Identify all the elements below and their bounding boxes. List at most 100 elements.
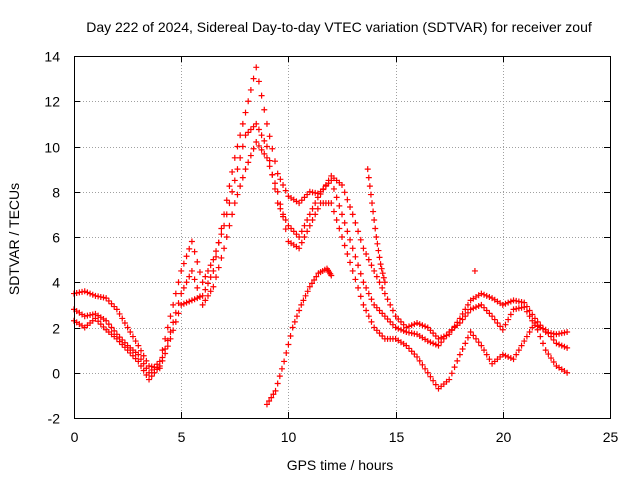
data-point: [239, 120, 246, 127]
data-point: [194, 258, 201, 265]
data-point: [183, 279, 190, 286]
data-point: [175, 279, 182, 286]
data-point: [188, 238, 195, 245]
data-point: [376, 330, 383, 337]
data-point: [274, 170, 281, 177]
data-point: [239, 143, 246, 150]
data-point: [255, 78, 262, 85]
data-point: [355, 262, 362, 269]
data-point: [135, 358, 142, 365]
data-point: [250, 123, 257, 130]
data-point: [296, 234, 303, 240]
data-point: [119, 315, 126, 322]
data-point: [138, 347, 144, 354]
data-point: [103, 295, 110, 302]
y-tick-label: 6: [52, 230, 60, 246]
data-point: [502, 321, 509, 328]
data-point: [108, 324, 115, 331]
data-point: [116, 310, 123, 317]
data-point: [336, 225, 343, 232]
data-point: [456, 319, 463, 326]
data-point: [276, 373, 283, 380]
data-point: [290, 228, 297, 235]
data-point: [430, 340, 437, 347]
data-point: [140, 367, 147, 374]
data-point: [296, 200, 303, 207]
data-point: [459, 316, 466, 323]
data-point: [301, 194, 308, 201]
data-point: [344, 228, 351, 235]
data-point: [424, 324, 431, 331]
data-point: [416, 357, 423, 364]
y-tick-label: 4: [52, 275, 60, 291]
data-point: [221, 245, 228, 252]
data-point: [263, 143, 270, 150]
data-point: [363, 250, 370, 257]
data-point: [223, 211, 230, 218]
data-point: [272, 387, 279, 394]
data-point: [322, 183, 329, 190]
data-point: [108, 300, 115, 307]
data-point: [357, 293, 364, 300]
data-point: [330, 185, 337, 192]
data-point: [494, 319, 501, 326]
data-point: [154, 366, 161, 373]
data-point: [186, 245, 193, 252]
data-point: [529, 324, 536, 331]
data-point: [481, 304, 488, 311]
data-point: [375, 247, 382, 254]
data-point: [282, 187, 289, 194]
data-point: [234, 166, 241, 173]
data-point: [419, 361, 426, 368]
y-tick-label: 14: [44, 49, 60, 65]
data-point: [456, 351, 463, 358]
data-point: [470, 305, 477, 312]
data-point: [242, 166, 249, 173]
data-point: [424, 369, 431, 376]
data-point: [505, 353, 512, 360]
data-point: [422, 365, 429, 372]
data-point: [564, 344, 571, 351]
data-point: [281, 358, 288, 365]
data-point: [266, 163, 273, 170]
data-point: [237, 154, 244, 161]
data-point: [432, 341, 439, 348]
data-point: [296, 245, 303, 252]
data-point: [282, 217, 289, 224]
data-point: [226, 183, 233, 190]
data-point: [226, 200, 233, 207]
data-point: [553, 340, 560, 347]
data-point: [207, 274, 214, 281]
data-point: [454, 357, 461, 364]
data-point: [363, 284, 370, 291]
data-point: [213, 248, 220, 255]
data-point: [213, 253, 220, 260]
data-point: [384, 316, 391, 323]
data-point: [263, 120, 270, 127]
data-point: [124, 324, 131, 331]
data-point: [435, 342, 442, 349]
data-point: [325, 180, 332, 187]
data-point: [507, 298, 514, 305]
data-point: [148, 366, 155, 373]
data-point: [312, 200, 319, 207]
data-point: [247, 126, 254, 133]
data-point: [381, 290, 388, 297]
x-tick-label: 10: [281, 429, 297, 445]
data-point: [105, 297, 112, 304]
data-point: [274, 188, 281, 195]
data-point: [191, 248, 198, 255]
data-point: [199, 301, 206, 308]
data-point: [213, 274, 220, 281]
x-tick-label: 0: [71, 429, 79, 445]
data-point: [282, 226, 289, 233]
data-point: [231, 177, 238, 184]
data-point: [196, 293, 203, 300]
data-point: [159, 347, 166, 354]
data-point: [266, 398, 273, 405]
data-point: [387, 301, 394, 308]
chart-title: Day 222 of 2024, Sidereal Day-to-day VTE…: [86, 19, 592, 35]
data-point: [301, 234, 308, 240]
data-point: [210, 256, 217, 263]
data-point: [377, 261, 384, 268]
